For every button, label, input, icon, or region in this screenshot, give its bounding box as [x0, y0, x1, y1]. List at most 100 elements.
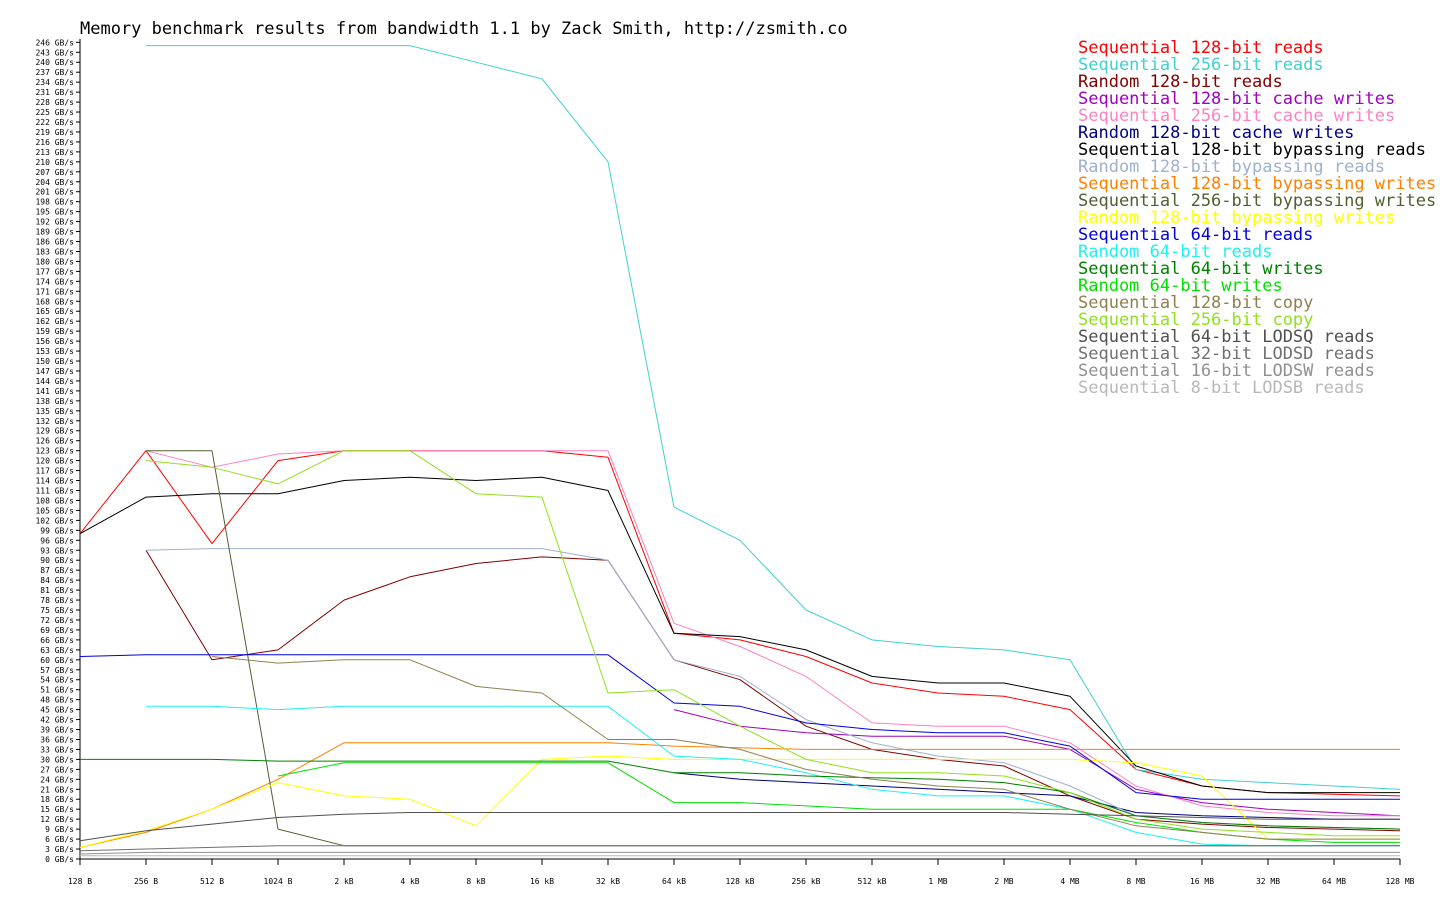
y-tick-label: 15 GB/s	[40, 805, 74, 814]
y-tick-label: 135 GB/s	[35, 407, 74, 416]
y-tick-label: 57 GB/s	[40, 666, 74, 675]
legend-entry: Sequential 256-bit copy	[1078, 310, 1313, 330]
x-tick-label: 1024 B	[264, 877, 293, 886]
legend-entry: Random 128-bit reads	[1078, 72, 1283, 92]
legend-entry: Random 128-bit bypassing reads	[1078, 157, 1385, 177]
y-tick-label: 6 GB/s	[45, 835, 74, 844]
y-tick-label: 240 GB/s	[35, 58, 74, 67]
chart-title: Memory benchmark results from bandwidth …	[80, 19, 848, 39]
series-line-5	[673, 772, 1400, 820]
y-tick-label: 177 GB/s	[35, 267, 74, 276]
y-tick-label: 66 GB/s	[40, 636, 74, 645]
series-line-0	[79, 450, 1401, 797]
legend-entry: Sequential 128-bit copy	[1078, 293, 1313, 313]
y-tick-label: 231 GB/s	[35, 88, 74, 97]
y-tick-label: 78 GB/s	[40, 596, 74, 605]
y-tick-label: 246 GB/s	[35, 38, 74, 47]
legend-entry: Random 128-bit cache writes	[1078, 123, 1354, 143]
legend-entry: Random 64-bit reads	[1078, 242, 1272, 262]
y-tick-label: 33 GB/s	[40, 745, 74, 754]
y-tick-label: 171 GB/s	[35, 287, 74, 296]
series-line-2	[145, 550, 1401, 832]
y-tick-label: 120 GB/s	[35, 457, 74, 466]
y-tick-label: 42 GB/s	[40, 716, 74, 725]
series-line-13	[80, 758, 1401, 830]
y-tick-label: 18 GB/s	[40, 795, 74, 804]
y-tick-label: 141 GB/s	[35, 387, 74, 396]
y-tick-label: 165 GB/s	[35, 307, 74, 316]
y-tick-label: 39 GB/s	[40, 726, 74, 735]
x-tick-label: 64 MB	[1322, 877, 1346, 886]
y-tick-label: 36 GB/s	[40, 735, 74, 744]
series-line-11	[79, 654, 1400, 800]
series-line-10	[79, 755, 1400, 848]
y-tick-label: 129 GB/s	[35, 427, 74, 436]
x-tick-label: 256 kB	[792, 877, 821, 886]
y-tick-label: 219 GB/s	[35, 128, 74, 137]
series-line-16	[145, 450, 1400, 837]
series-line-18	[79, 845, 1400, 852]
series-line-1	[146, 45, 1401, 790]
y-tick-label: 222 GB/s	[35, 118, 74, 127]
series-line-6	[79, 476, 1400, 794]
y-tick-label: 30 GB/s	[40, 755, 74, 764]
y-tick-label: 102 GB/s	[35, 516, 74, 525]
y-tick-label: 225 GB/s	[35, 108, 74, 117]
y-tick-label: 9 GB/s	[45, 825, 74, 834]
x-tick-label: 16 kB	[530, 877, 554, 886]
legend-entry: Sequential 128-bit reads	[1078, 38, 1324, 58]
x-tick-label: 512 B	[200, 877, 224, 886]
series-line-17	[79, 812, 1400, 842]
y-tick-label: 180 GB/s	[35, 257, 74, 266]
x-tick-label: 128 kB	[726, 877, 755, 886]
x-tick-label: 4 kB	[400, 877, 419, 886]
y-tick-label: 243 GB/s	[35, 48, 74, 57]
y-tick-label: 75 GB/s	[40, 606, 74, 615]
x-tick-label: 32 kB	[596, 877, 620, 886]
y-tick-label: 84 GB/s	[40, 576, 74, 585]
y-tick-label: 105 GB/s	[35, 506, 74, 515]
legend-entry: Sequential 128-bit cache writes	[1078, 89, 1395, 109]
y-tick-label: 198 GB/s	[35, 198, 74, 207]
y-tick-label: 60 GB/s	[40, 656, 74, 665]
y-tick-label: 12 GB/s	[40, 815, 74, 824]
legend-entry: Random 64-bit writes	[1078, 276, 1283, 296]
y-tick-label: 54 GB/s	[40, 676, 74, 685]
y-tick-label: 63 GB/s	[40, 646, 74, 655]
y-tick-label: 183 GB/s	[35, 247, 74, 256]
y-tick-label: 201 GB/s	[35, 188, 74, 197]
y-tick-label: 111 GB/s	[35, 486, 74, 495]
y-tick-label: 72 GB/s	[40, 616, 74, 625]
x-tick-label: 1 MB	[928, 877, 947, 886]
y-tick-label: 228 GB/s	[35, 98, 74, 107]
x-tick-label: 8 kB	[466, 877, 485, 886]
x-tick-label: 512 kB	[858, 877, 887, 886]
series-line-8	[79, 742, 1400, 848]
x-tick-label: 4 MB	[1060, 877, 1079, 886]
series-line-15	[211, 656, 1400, 840]
x-tick-label: 8 MB	[1126, 877, 1145, 886]
y-tick-label: 168 GB/s	[35, 297, 74, 306]
legend-entry: Sequential 256-bit reads	[1078, 55, 1324, 75]
y-tick-label: 204 GB/s	[35, 178, 74, 187]
y-tick-label: 96 GB/s	[40, 536, 74, 545]
y-tick-label: 162 GB/s	[35, 317, 74, 326]
legend-entry: Sequential 64-bit writes	[1078, 259, 1324, 279]
legend-entry: Sequential 16-bit LODSW reads	[1078, 361, 1375, 381]
y-tick-label: 81 GB/s	[40, 586, 74, 595]
y-tick-label: 0 GB/s	[45, 855, 74, 864]
series-lines	[79, 45, 1401, 857]
y-tick-label: 237 GB/s	[35, 68, 74, 77]
y-tick-label: 117 GB/s	[35, 467, 74, 476]
y-tick-label: 24 GB/s	[40, 775, 74, 784]
x-tick-label: 2 kB	[334, 877, 353, 886]
series-line-12	[146, 705, 1400, 847]
legend-entry: Sequential 64-bit reads	[1078, 225, 1313, 245]
legend-entry: Sequential 64-bit LODSQ reads	[1078, 327, 1375, 347]
legend-entry: Sequential 128-bit bypassing reads	[1078, 140, 1426, 160]
y-tick-label: 150 GB/s	[35, 357, 74, 366]
x-tick-label: 2 MB	[994, 877, 1013, 886]
x-tick-label: 128 B	[68, 877, 92, 886]
